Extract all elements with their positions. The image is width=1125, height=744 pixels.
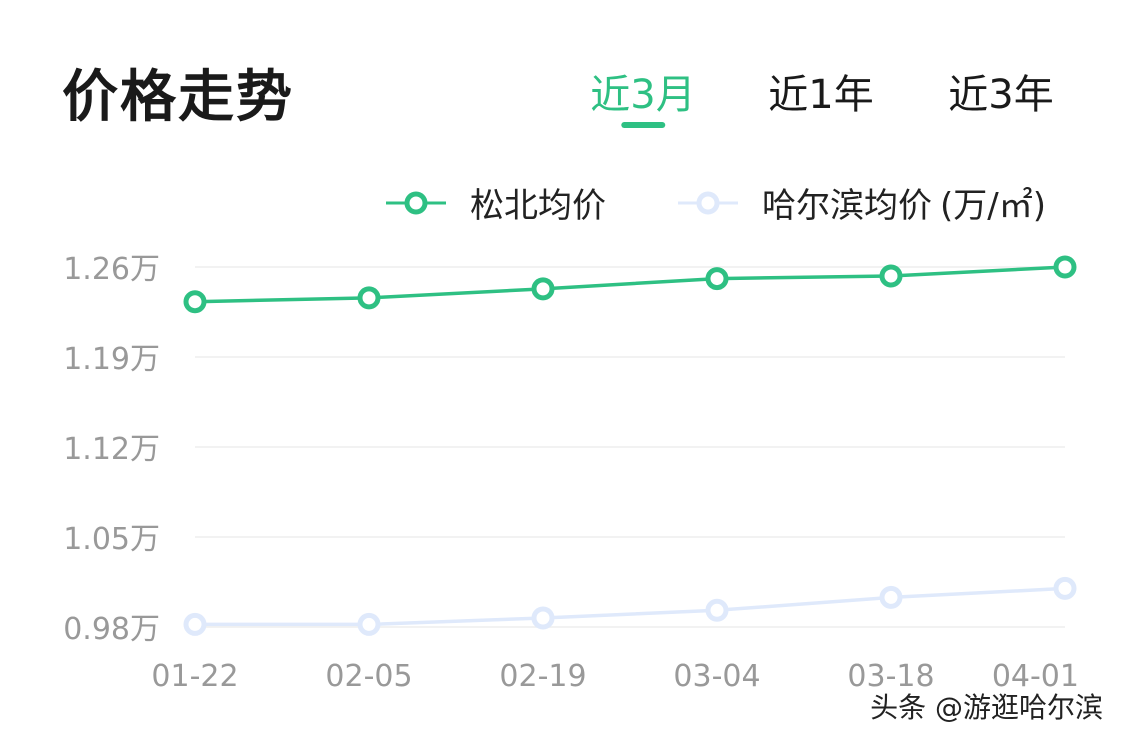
data-point (705, 267, 729, 291)
data-point (1053, 576, 1077, 600)
data-point (1053, 255, 1077, 279)
series-line-1 (195, 586, 1066, 627)
x-tick-label: 03-18 (847, 659, 934, 694)
active-tab-indicator (620, 122, 665, 128)
x-tick-label: 01-22 (151, 659, 238, 694)
legend-item-songbei: 松北均价 (386, 178, 606, 227)
watermark: 头条 @游逛哈尔滨 (870, 691, 1103, 724)
period-tabs: 近3月 近1年 近3年 (0, 62, 1125, 142)
x-tick-label: 02-05 (325, 659, 412, 694)
data-point (183, 290, 207, 314)
data-point (357, 286, 381, 310)
data-point (705, 598, 729, 622)
chart-legend: 松北均价 哈尔滨均价 (万/㎡) (0, 178, 1125, 228)
data-point (879, 264, 903, 288)
x-tick-label: 04-01 (992, 659, 1079, 694)
page-title: 价格走势 (62, 65, 294, 130)
y-tick-label: 1.26万 (63, 252, 160, 287)
tab-label: 近3月 (590, 72, 696, 118)
data-point (879, 585, 903, 609)
legend-line-marker-icon (678, 191, 738, 214)
x-tick-label: 03-04 (673, 659, 760, 694)
data-point (357, 612, 381, 636)
x-tick-label: 02-19 (499, 659, 586, 694)
tab-3-months[interactable]: 近3月 (590, 62, 696, 128)
legend-label: 哈尔滨均价 (762, 186, 932, 226)
data-point (183, 612, 207, 636)
tab-3-years[interactable]: 近3年 (948, 62, 1053, 120)
legend-line-marker-icon (386, 191, 446, 214)
data-point (531, 277, 555, 301)
legend-unit: (万/㎡) (940, 186, 1046, 226)
tab-label: 近1年 (768, 72, 874, 118)
series-line-0 (194, 265, 1066, 304)
y-tick-label: 1.12万 (63, 432, 160, 467)
y-tick-label: 0.98万 (63, 612, 160, 647)
y-tick-label: 1.19万 (63, 342, 160, 377)
tab-1-year[interactable]: 近1年 (768, 62, 873, 120)
tab-label: 近3年 (948, 72, 1054, 118)
y-tick-label: 1.05万 (63, 522, 160, 557)
legend-label: 松北均价 (470, 186, 606, 226)
data-point (531, 606, 555, 630)
legend-item-harbin: 哈尔滨均价 (万/㎡) (678, 178, 1046, 227)
